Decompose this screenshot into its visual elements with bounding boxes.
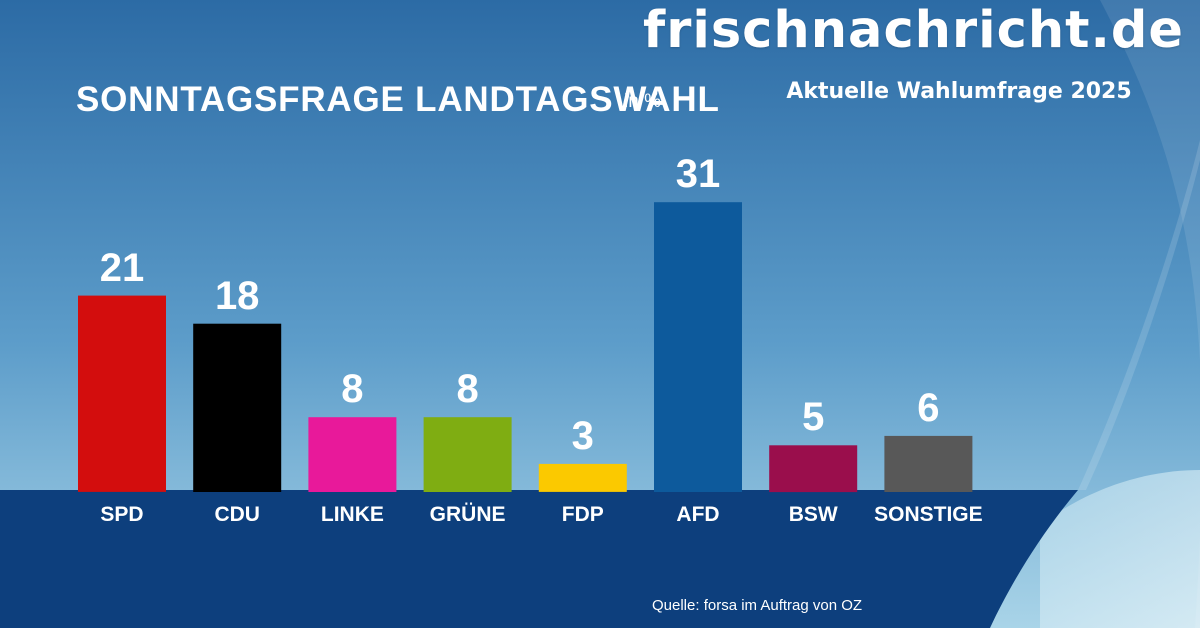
category-label-linke: LINKE bbox=[320, 503, 384, 526]
light-streak bbox=[1100, 0, 1200, 628]
bar-value-spd: 21 bbox=[99, 245, 145, 290]
bar-value-sonstige: 6 bbox=[917, 385, 940, 430]
bar-afd bbox=[654, 202, 742, 492]
bar-spd bbox=[78, 295, 166, 492]
category-label-sonstige: SONSTIGE bbox=[874, 503, 983, 526]
chart-floor bbox=[0, 490, 1078, 628]
bar-value-gr-ne: 8 bbox=[456, 367, 479, 412]
site-subtitle: Aktuelle Wahlumfrage 2025 bbox=[786, 79, 1132, 104]
chart-source: Quelle: forsa im Auftrag von OZ bbox=[652, 597, 863, 614]
bar-value-afd: 31 bbox=[675, 152, 721, 197]
bar-value-linke: 8 bbox=[341, 367, 364, 412]
category-label-fdp: FDP bbox=[561, 503, 604, 526]
bar-linke bbox=[308, 417, 397, 492]
category-label-afd: AFD bbox=[676, 503, 720, 526]
bar-sonstige bbox=[884, 435, 973, 492]
category-label-bsw: BSW bbox=[788, 503, 838, 526]
bar-gr-ne bbox=[423, 417, 512, 492]
chart-unit-label: in % bbox=[624, 91, 661, 112]
bar-bsw bbox=[769, 445, 858, 493]
bars-layer bbox=[78, 202, 973, 493]
bar-value-bsw: 5 bbox=[802, 395, 825, 440]
site-brand: frischnachricht.de bbox=[643, 1, 1184, 60]
chart-title: SONNTAGSFRAGE LANDTAGSWAHL bbox=[76, 80, 720, 119]
category-label-gr-ne: GRÜNE bbox=[429, 503, 506, 526]
horizon-glow bbox=[1040, 470, 1200, 628]
bar-fdp bbox=[538, 463, 627, 492]
category-label-cdu: CDU bbox=[214, 503, 260, 526]
bar-value-cdu: 18 bbox=[214, 273, 260, 318]
category-label-spd: SPD bbox=[100, 503, 144, 526]
bar-value-fdp: 3 bbox=[571, 413, 594, 458]
bar-cdu bbox=[193, 323, 282, 492]
